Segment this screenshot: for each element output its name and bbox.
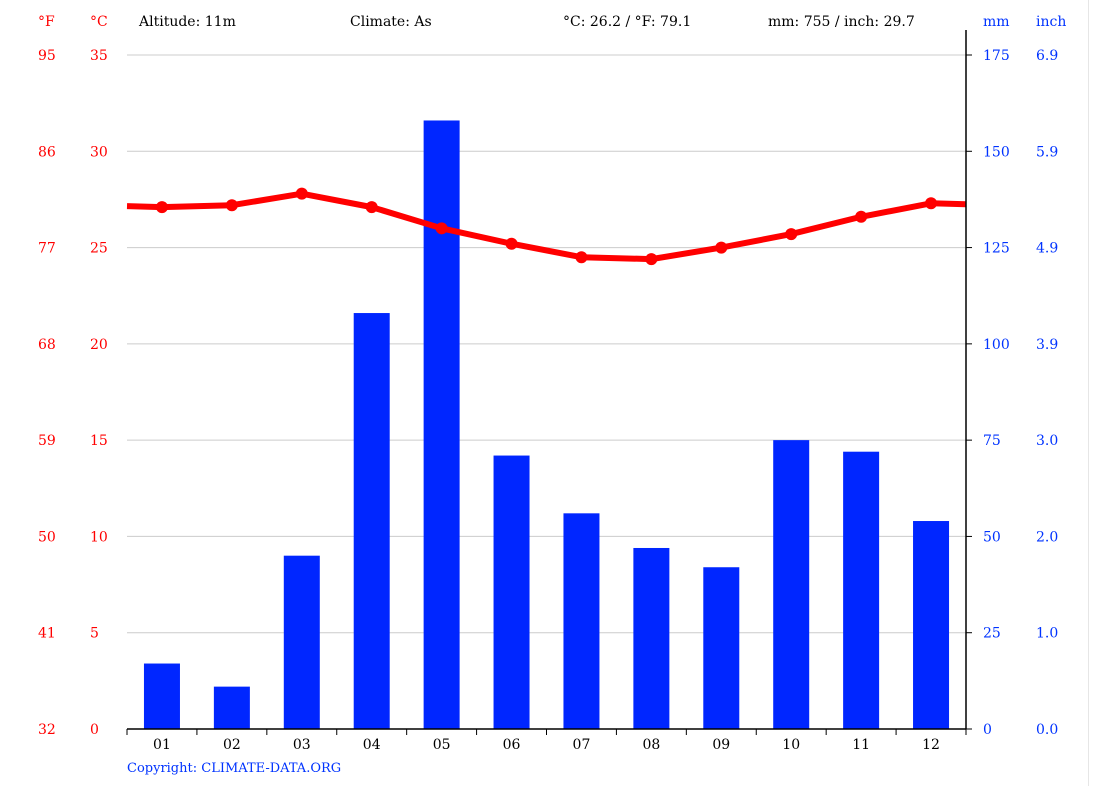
tick-labels: 32 0 0 0.041 5 25 1.050 10 50 2.059 15 75 3.068 20 100…: [38, 48, 1058, 753]
page-edge-divider: [1088, 0, 1089, 786]
celsius-tick-label: 30: [90, 144, 108, 160]
celsius-tick-label: 25: [90, 241, 108, 257]
fahrenheit-tick-label: 86: [38, 144, 56, 160]
copyright-label: Copyright: CLIMATE-DATA.ORG: [127, 761, 341, 776]
celsius-tick-label: 5: [90, 626, 99, 642]
inch-tick-label: 4.9: [1036, 241, 1058, 257]
mm-tick-label: 50: [983, 529, 1001, 545]
mm-tick-label: 125: [983, 241, 1010, 257]
mm-tick-label: 75: [983, 433, 1001, 449]
fahrenheit-tick-label: 59: [38, 433, 56, 449]
temperature-point: [785, 228, 798, 241]
month-tick-label: 03: [293, 737, 311, 753]
month-tick-label: 11: [852, 737, 870, 753]
temperature-line: [126, 187, 967, 266]
celsius-tick-label: 0: [90, 722, 99, 738]
celsius-tick-label: 35: [90, 48, 108, 64]
month-tick-label: 05: [433, 737, 451, 753]
axes: [126, 30, 972, 735]
fahrenheit-tick-label: 77: [38, 241, 56, 257]
precipitation-bar: [353, 313, 390, 729]
mm-tick-label: 175: [983, 48, 1010, 64]
mm-unit-label: mm: [983, 14, 1010, 30]
mm-tick-label: 100: [983, 337, 1010, 353]
temperature-point: [645, 253, 658, 266]
month-tick-label: 01: [153, 737, 171, 753]
precipitation-bar: [493, 455, 530, 729]
temperature-point: [925, 197, 938, 210]
celsius-tick-label: 10: [90, 529, 108, 545]
fahrenheit-tick-label: 50: [38, 529, 56, 545]
temperature-point: [155, 201, 168, 214]
month-tick-label: 09: [712, 737, 730, 753]
temperature-point: [365, 201, 378, 214]
precipitation-bars: [143, 120, 950, 729]
temperature-point: [855, 210, 868, 223]
fahrenheit-tick-label: 41: [38, 626, 56, 642]
temperature-point: [575, 251, 588, 264]
celsius-tick-label: 15: [90, 433, 108, 449]
altitude-label: Altitude: 11m: [138, 14, 236, 30]
fahrenheit-tick-label: 95: [38, 48, 56, 64]
precipitation-bar: [143, 663, 180, 729]
inch-tick-label: 3.9: [1036, 337, 1058, 353]
precipitation-bar: [283, 555, 320, 729]
precipitation-bar: [913, 521, 950, 729]
inch-tick-label: 0.0: [1036, 722, 1058, 738]
precipitation-bar: [423, 120, 460, 729]
precipitation-bar: [703, 567, 740, 729]
mm-tick-label: 0: [983, 722, 992, 738]
month-tick-label: 10: [782, 737, 800, 753]
month-tick-label: 12: [922, 737, 940, 753]
climate-label: Climate: As: [350, 14, 432, 30]
month-tick-label: 08: [642, 737, 660, 753]
fahrenheit-tick-label: 68: [38, 337, 56, 353]
mm-tick-label: 150: [983, 144, 1010, 160]
celsius-tick-label: 20: [90, 337, 108, 353]
inch-tick-label: 1.0: [1036, 626, 1058, 642]
temperature-point: [435, 222, 448, 235]
temperature-point: [505, 237, 518, 250]
precipitation-bar: [773, 440, 810, 729]
inch-tick-label: 6.9: [1036, 48, 1058, 64]
temperature-point: [295, 187, 308, 200]
month-tick-label: 06: [503, 737, 521, 753]
inch-tick-label: 5.9: [1036, 144, 1058, 160]
temperature-average-label: °C: 26.2 / °F: 79.1: [563, 14, 691, 30]
gridlines: [127, 54, 966, 634]
precipitation-total-label: mm: 755 / inch: 29.7: [768, 14, 915, 30]
fahrenheit-tick-label: 32: [38, 722, 56, 738]
precipitation-bar: [633, 547, 670, 729]
fahrenheit-unit-label: °F: [38, 14, 55, 30]
inch-unit-label: inch: [1036, 14, 1066, 30]
month-tick-label: 04: [363, 737, 381, 753]
temperature-series-line: [126, 190, 967, 263]
month-tick-label: 02: [223, 737, 241, 753]
inch-tick-label: 2.0: [1036, 529, 1058, 545]
inch-tick-label: 3.0: [1036, 433, 1058, 449]
temperature-point: [715, 241, 728, 254]
precipitation-bar: [563, 513, 600, 729]
temperature-point: [225, 199, 238, 212]
month-tick-label: 07: [573, 737, 591, 753]
precipitation-bar: [843, 451, 880, 729]
celsius-unit-label: °C: [90, 14, 108, 30]
precipitation-bar: [213, 686, 250, 729]
mm-tick-label: 25: [983, 626, 1001, 642]
